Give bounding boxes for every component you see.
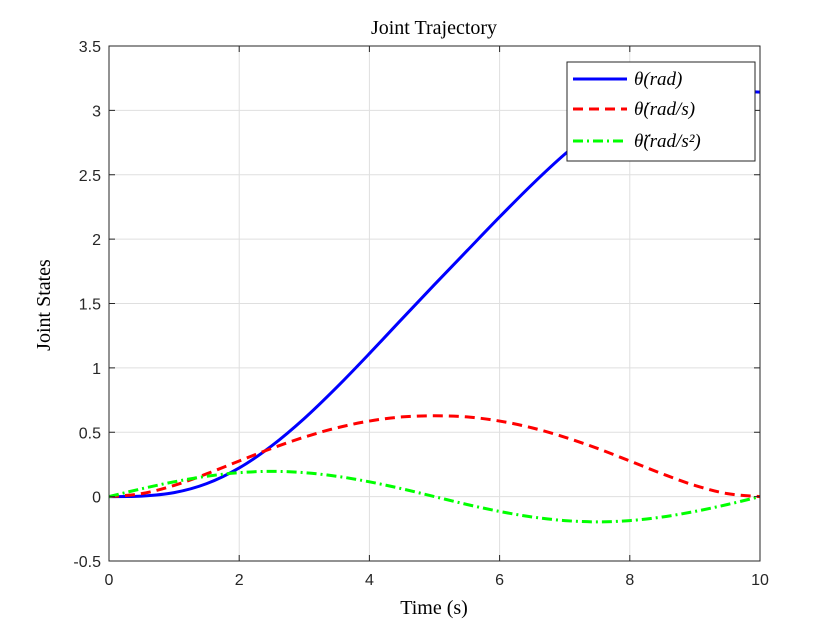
y-axis-label: Joint States <box>33 259 55 351</box>
y-tick-label: 2.5 <box>79 168 101 185</box>
y-tick-label: 1 <box>92 361 101 378</box>
legend-label-theta: θ(rad) <box>634 69 682 90</box>
x-tick-label: 2 <box>235 572 244 589</box>
axis-ticks: 0 2 4 6 8 10-0.500.511.522.533.5 <box>73 39 769 589</box>
x-axis-label: Time (s) <box>400 597 468 619</box>
x-tick-label: 8 <box>625 572 634 589</box>
series-line-theta-ddot <box>108 469 761 524</box>
y-tick-label: 0 <box>92 490 101 507</box>
y-tick-label: -0.5 <box>73 554 101 571</box>
y-tick-label: 3.5 <box>79 39 101 56</box>
legend-label-theta-dot: θ̇(rad/s) <box>634 99 695 120</box>
x-tick-label: 10 <box>751 572 769 589</box>
y-tick-label: 0.5 <box>79 425 101 442</box>
y-tick-label: 3 <box>92 103 101 120</box>
legend: θ(rad) θ̇(rad/s) θ̈(rad/s²) <box>566 61 756 162</box>
chart-title: Joint Trajectory <box>371 17 497 39</box>
series-line-theta-dot <box>108 414 761 499</box>
x-tick-label: 0 <box>105 572 114 589</box>
legend-label-theta-ddot: θ̈(rad/s²) <box>634 131 701 152</box>
y-tick-label: 2 <box>92 232 101 249</box>
x-tick-label: 4 <box>365 572 374 589</box>
y-tick-label: 1.5 <box>79 297 101 314</box>
x-tick-label: 6 <box>495 572 504 589</box>
